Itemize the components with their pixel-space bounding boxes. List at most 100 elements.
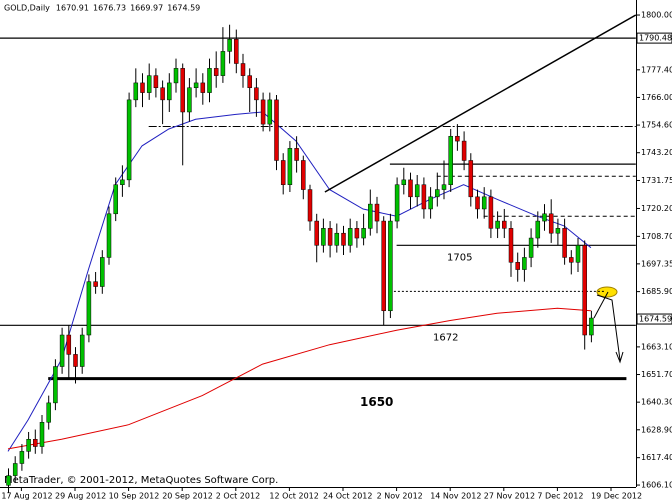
y-tick-label: 1697.35 [641, 259, 672, 268]
candle-body [153, 75, 159, 89]
candle-body [160, 87, 165, 101]
candle-body [582, 245, 587, 336]
candle-body [502, 220, 507, 229]
candle-body [213, 68, 219, 76]
candle-body [133, 82, 139, 101]
candle-body [287, 148, 293, 185]
candle-body [207, 68, 212, 93]
x-tick-label: 12 Oct 2012 [269, 492, 318, 501]
footer: MetaTrader, © 2001-2012, MetaQuotes Soft… [4, 475, 278, 486]
candle-body [126, 99, 132, 181]
y-tick-label: 1640.30 [641, 398, 672, 407]
highlight [596, 286, 618, 298]
candle-body [575, 245, 581, 263]
candle-body [435, 189, 440, 198]
candle-body [374, 203, 380, 222]
candle-body [361, 228, 366, 239]
candle-body [79, 334, 85, 367]
candle-body [481, 196, 487, 210]
candle-body [46, 402, 51, 423]
y-tick-label: 1617.40 [641, 453, 672, 462]
candle-body [401, 179, 407, 185]
candle-body [167, 82, 172, 101]
candle-body [381, 220, 386, 312]
y-tick-label: 1754.60 [641, 121, 672, 130]
candle-body [146, 75, 152, 93]
candle-body [33, 438, 38, 447]
y-tick-label: 1606.10 [641, 481, 672, 490]
x-tick-label: 24 Oct 2012 [323, 492, 372, 501]
level-text: 1650 [360, 395, 393, 409]
candle-body [280, 160, 286, 185]
candle-body [515, 262, 520, 270]
candle-body [354, 228, 360, 239]
candle-body [522, 257, 527, 270]
candle-body [334, 232, 340, 246]
header-value: 1669.97 [130, 4, 163, 13]
candle-body [19, 451, 25, 464]
candle-body [180, 68, 185, 113]
overlay-line [324, 14, 637, 193]
candle-body [455, 135, 460, 142]
candle-body [86, 281, 92, 336]
candle-body [569, 257, 574, 263]
y-tick-label: 1685.90 [641, 287, 672, 296]
y-tick-label: 1651.70 [641, 370, 672, 379]
candle-body [321, 228, 326, 246]
candle-body [542, 213, 547, 222]
x-tick-label: 10 Sep 2012 [109, 492, 160, 501]
candle-body [307, 189, 313, 222]
y-tick-label: 1743.20 [641, 148, 672, 157]
y-tick-label: 1777.40 [641, 65, 672, 74]
level-box [636, 32, 672, 44]
y-tick-label: 1663.10 [641, 342, 672, 351]
candle-body [535, 220, 541, 239]
candle-body [240, 63, 246, 76]
candle-body [475, 196, 480, 210]
candle-body [6, 475, 11, 486]
candle-body [555, 228, 561, 234]
candle-body [73, 354, 78, 367]
candle-body [301, 160, 306, 190]
y-tick-label: 1720.20 [641, 204, 672, 213]
candle-body [327, 228, 333, 246]
candle-body [254, 87, 259, 101]
candle-body [140, 82, 145, 93]
candle-body [548, 213, 554, 234]
candle-body [441, 184, 447, 190]
candle-body [187, 87, 192, 113]
candle-body [26, 438, 31, 452]
candle-body [106, 213, 112, 258]
candle-body [468, 160, 474, 198]
y-tick-label: 1628.90 [641, 425, 672, 434]
x-tick-label: 19 Dec 2012 [591, 492, 642, 501]
candle-body [388, 220, 393, 312]
projection-arrow [596, 294, 624, 364]
x-tick-label: 2 Nov 2012 [377, 492, 423, 501]
candle-body [448, 135, 453, 185]
candle-body [274, 99, 279, 161]
candle-body [421, 184, 427, 210]
candle-body [59, 334, 65, 367]
candle-body [294, 148, 299, 161]
y-tick-label: 1766.00 [641, 93, 672, 102]
candle-body [220, 51, 226, 76]
candle-body [562, 228, 567, 258]
candle-body [100, 257, 105, 287]
candle-body [528, 237, 534, 258]
x-tick-label: 7 Dec 2012 [537, 492, 583, 501]
level-text: 1705 [447, 252, 472, 263]
candle-body [113, 184, 118, 215]
candle-body [173, 68, 179, 84]
x-tick-label: 29 Aug 2012 [55, 492, 106, 501]
x-tick-label: 20 Sep 2012 [162, 492, 213, 501]
y-tick-label: 1708.70 [641, 232, 672, 241]
candle-body [39, 422, 45, 447]
header-value: 1676.73 [93, 4, 126, 13]
candle-body [12, 463, 18, 476]
candle-body [234, 39, 239, 64]
x-tick-label: 2 Oct 2012 [216, 492, 260, 501]
y-tick-label: 1800.00 [641, 11, 672, 20]
